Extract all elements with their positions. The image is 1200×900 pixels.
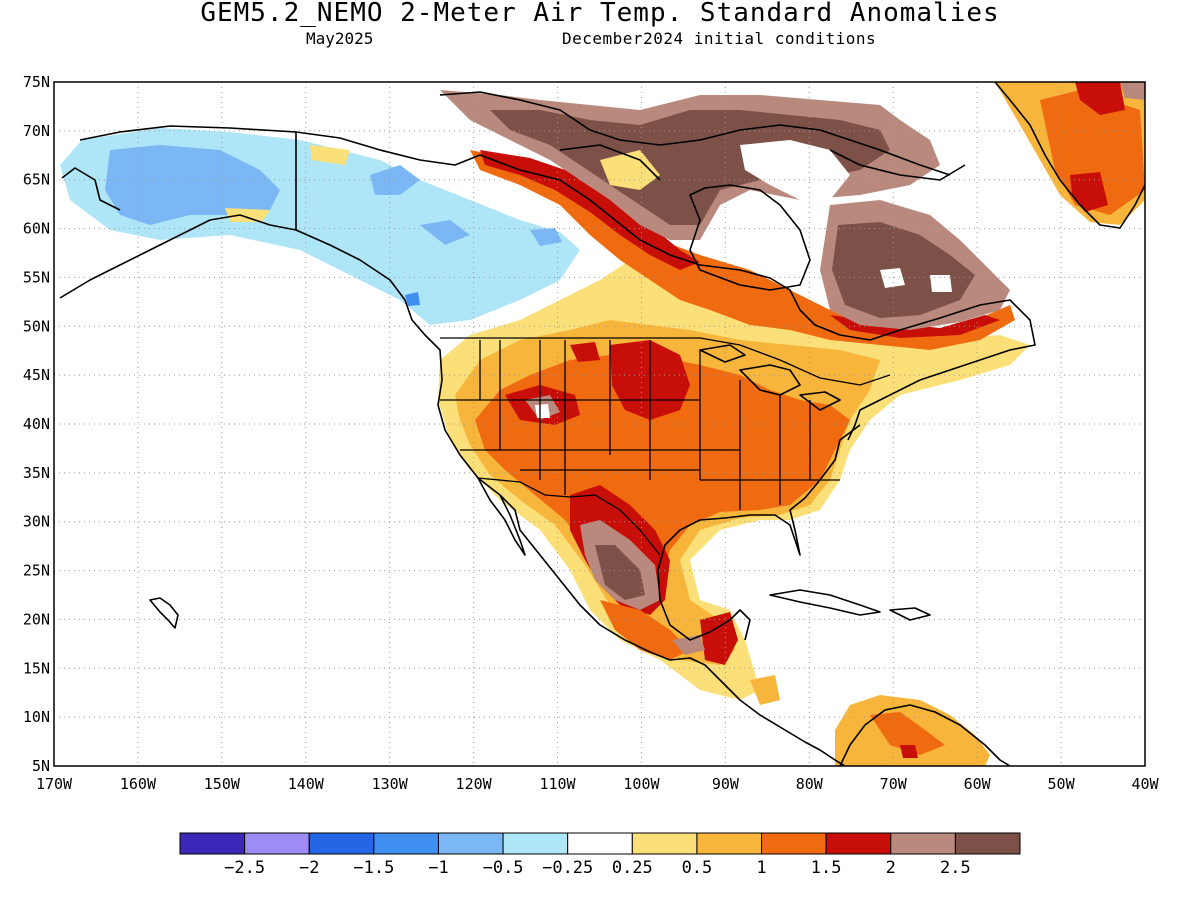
greenland-coast <box>994 82 1145 229</box>
region-alaska-below-normal <box>105 145 280 225</box>
colorbar <box>179 832 1021 855</box>
lat-tick-label: 10N <box>23 708 50 726</box>
map-title: GEM5.2_NEMO 2-Meter Air Temp. Standard A… <box>200 0 1000 28</box>
colorbar-label: 0.5 <box>682 858 713 878</box>
lat-tick-label: 40N <box>23 415 50 433</box>
colorbar-swatch <box>631 832 698 855</box>
cuba <box>769 589 881 616</box>
colorbar-swatch <box>890 832 956 855</box>
lat-tick-label: 45N <box>23 366 50 384</box>
lon-tick-label: 160W <box>120 775 157 793</box>
colorbar-swatch <box>179 832 246 855</box>
colorbar-swatch <box>437 832 504 855</box>
colorbar-label: −0.5 <box>483 858 524 878</box>
lat-tick-label: 25N <box>23 562 50 580</box>
south-america-coast <box>839 704 1011 766</box>
lat-tick-label: 55N <box>23 268 50 286</box>
lon-tick-label: 60W <box>964 775 992 793</box>
lon-tick-label: 80W <box>796 775 824 793</box>
colorbar-swatch <box>825 832 892 855</box>
coastlines <box>59 82 1145 766</box>
lon-tick-label: 120W <box>456 775 493 793</box>
lat-tick-label: 75N <box>23 73 50 91</box>
alaska-coast <box>59 125 413 321</box>
hawaii <box>149 597 179 629</box>
lat-tick-label: 20N <box>23 610 50 628</box>
lon-tick-label: 150W <box>204 775 241 793</box>
plot-frame <box>53 81 1146 767</box>
valid-month: May2025 <box>306 29 374 48</box>
lat-tick-label: 15N <box>23 659 50 677</box>
lat-tick-label: 70N <box>23 122 50 140</box>
lon-tick-label: 110W <box>539 775 576 793</box>
baja-california <box>477 477 526 556</box>
colorbar-label: 0.25 <box>612 858 653 878</box>
us-canada-border <box>440 337 891 386</box>
anomaly-shading <box>60 82 1145 766</box>
lat-tick-label: 50N <box>23 317 50 335</box>
lon-tick-label: 170W <box>36 775 73 793</box>
lon-tick-label: 70W <box>880 775 908 793</box>
canada-arctic-coast <box>295 131 1036 381</box>
hispaniola <box>889 607 931 621</box>
hudson-bay-coast <box>689 184 811 291</box>
colorbar-swatch <box>244 832 310 855</box>
init-conditions: December2024 initial conditions <box>562 29 877 48</box>
lon-tick-label: 90W <box>712 775 740 793</box>
graticule <box>54 82 1145 766</box>
lat-tick-label: 60N <box>23 220 50 238</box>
colorbar-label: −0.25 <box>542 858 593 878</box>
colorbar-label: 1 <box>756 858 766 878</box>
colorbar-label: −1.5 <box>353 858 394 878</box>
us-state-lines <box>440 340 840 510</box>
colorbar-label: 2 <box>886 858 896 878</box>
colorbar-label: −2 <box>299 858 319 878</box>
great-lakes <box>699 344 841 411</box>
lon-tick-label: 100W <box>623 775 660 793</box>
colorbar-swatch <box>567 832 633 855</box>
colorbar-swatch <box>308 832 375 855</box>
lon-tick-label: 40W <box>1131 775 1159 793</box>
us-mexico-border <box>477 477 661 556</box>
lat-tick-label: 30N <box>23 513 50 531</box>
colorbar-label: −2.5 <box>224 858 265 878</box>
west-us-coast <box>411 319 846 766</box>
lat-tick-label: 5N <box>32 757 50 775</box>
colorbar-label: 1.5 <box>811 858 842 878</box>
lon-tick-label: 50W <box>1048 775 1076 793</box>
east-coast <box>847 379 921 441</box>
colorbar-swatch <box>696 832 763 855</box>
lat-tick-label: 65N <box>23 171 50 189</box>
colorbar-swatch <box>373 832 439 855</box>
colorbar-swatch <box>761 832 827 855</box>
colorbar-swatch <box>502 832 569 855</box>
longitude-labels: 170W 160W 150W 140W 130W 120W 110W 100W 90W 80W 70… <box>36 775 1160 793</box>
colorbar-label: 2.5 <box>940 858 971 878</box>
arctic-islands <box>439 91 966 181</box>
lat-tick-label: 35N <box>23 464 50 482</box>
colorbar-label: −1 <box>428 858 448 878</box>
colorbar-swatch <box>954 832 1021 855</box>
lon-tick-label: 130W <box>372 775 409 793</box>
gulf-of-mexico-coast <box>657 424 861 641</box>
lon-tick-label: 140W <box>288 775 325 793</box>
borders <box>440 337 891 556</box>
colorbar-labels: −2.5 −2 −1.5 −1 −0.5 −0.25 0.25 0.5 1 1.5 2 2.5 <box>224 858 971 878</box>
latitude-labels: 75N 70N 65N 60N 55N 50N 45N 40N 35N 30N 25N 20N 15N 1… <box>23 73 50 775</box>
